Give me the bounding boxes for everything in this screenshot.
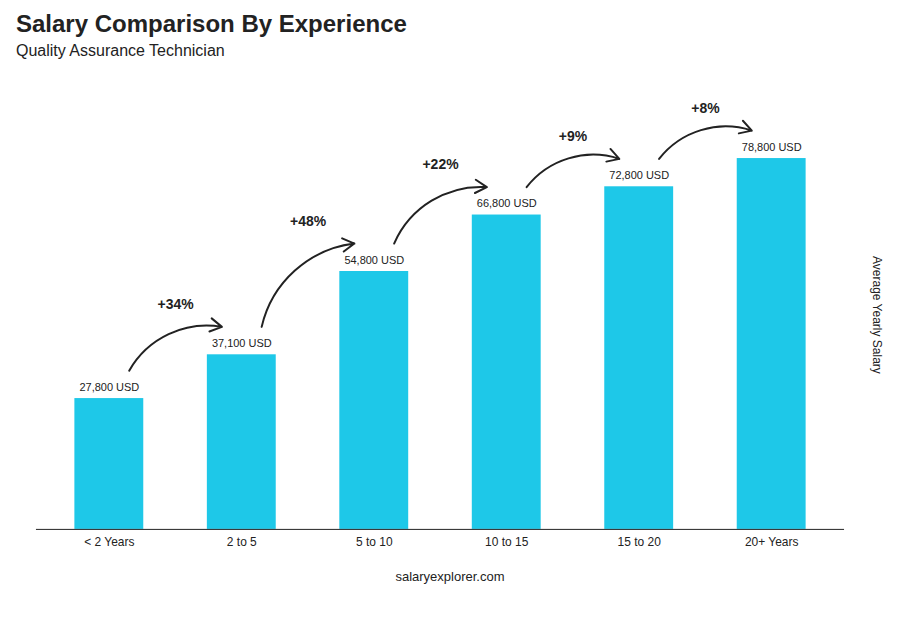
svg-text:5 to 10: 5 to 10 xyxy=(356,535,393,549)
svg-text:37,100 USD: 37,100 USD xyxy=(212,337,272,349)
svg-text:2 to 5: 2 to 5 xyxy=(227,535,257,549)
svg-text:+22%: +22% xyxy=(422,156,459,172)
html-text:Quality Assurance Technician: Quality Assurance Technician xyxy=(16,42,225,59)
svg-text:< 2 Years: < 2 Years xyxy=(84,535,134,549)
svg-text:+48%: +48% xyxy=(290,213,327,229)
svg-text:10 to 15: 10 to 15 xyxy=(485,535,529,549)
html-text:Salary Comparison By Experienc: Salary Comparison By Experience xyxy=(16,10,407,37)
svg-text:20+ Years: 20+ Years xyxy=(745,535,799,549)
svg-text:54,800 USD: 54,800 USD xyxy=(344,254,404,266)
svg-text:78,800 USD: 78,800 USD xyxy=(742,141,802,153)
svg-text:+34%: +34% xyxy=(158,296,195,312)
svg-text:66,800 USD: 66,800 USD xyxy=(477,197,537,209)
html-text:Average Yearly Salary: Average Yearly Salary xyxy=(870,256,884,375)
svg-text:27,800 USD: 27,800 USD xyxy=(79,381,139,393)
svg-text:+9%: +9% xyxy=(559,128,588,144)
svg-text:72,800 USD: 72,800 USD xyxy=(609,169,669,181)
svg-text:15 to 20: 15 to 20 xyxy=(618,535,662,549)
svg-text:+8%: +8% xyxy=(691,100,720,116)
html-text:salaryexplorer.com: salaryexplorer.com xyxy=(395,568,505,584)
